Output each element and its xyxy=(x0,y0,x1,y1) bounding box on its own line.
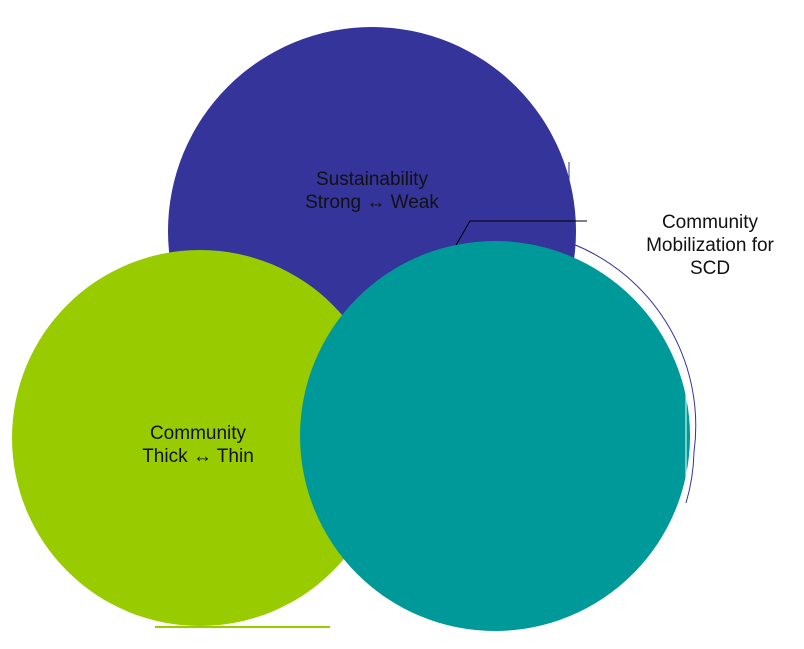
sustainability-title: Sustainability xyxy=(316,169,428,190)
callout-line-2: Mobilization for xyxy=(646,235,774,256)
community-title: Community xyxy=(149,423,247,444)
community-scale: Thick ↔ Thin xyxy=(142,446,254,467)
callout-line-1: Community xyxy=(661,212,759,233)
community-circle xyxy=(12,250,388,626)
mobilization-callout-label: Community Mobilization for SCD xyxy=(620,211,800,280)
sustainability-label: Sustainability Strong ↔ Weak xyxy=(272,168,472,214)
sustainability-scale: Strong ↔ Weak xyxy=(305,192,439,213)
community-label: Community Thick ↔ Thin xyxy=(98,422,298,468)
mobilization-outline-arc xyxy=(572,243,697,504)
mobilization-circle xyxy=(300,241,690,631)
callout-leader-line xyxy=(455,220,587,246)
callout-line-3: SCD xyxy=(689,258,731,279)
